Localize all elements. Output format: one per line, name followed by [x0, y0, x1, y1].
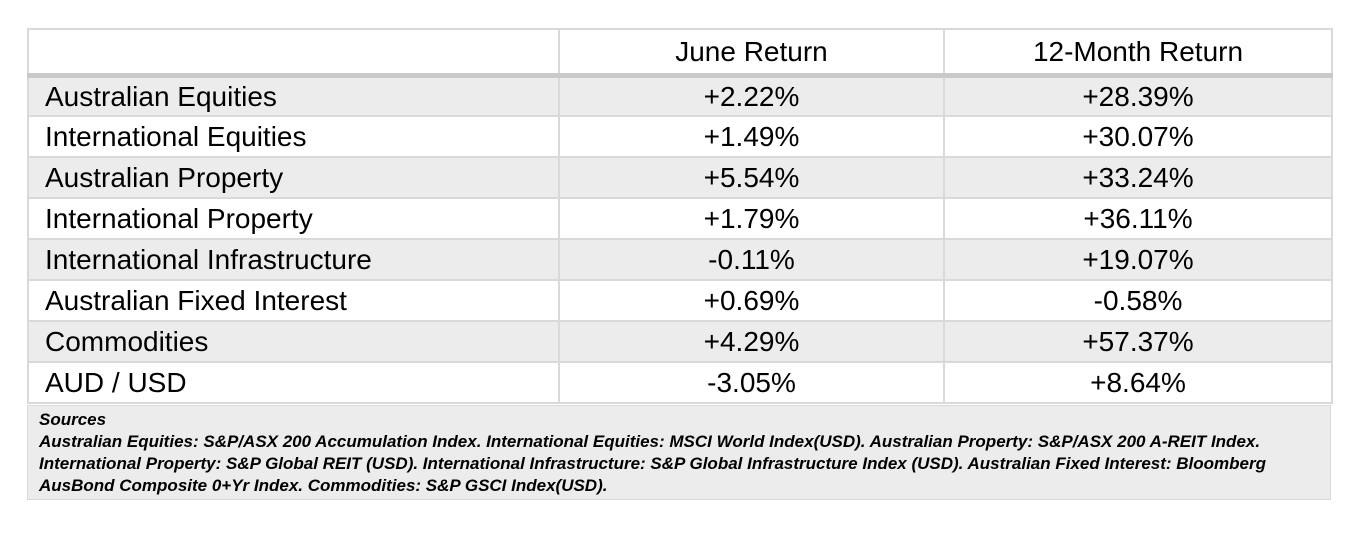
- june-return-cell: -3.05%: [558, 361, 945, 404]
- table-row: International Infrastructure -0.11% +19.07…: [27, 238, 1333, 281]
- twelve-month-return-cell: +57.37%: [943, 320, 1333, 363]
- sources-text: Australian Equities: S&P/ASX 200 Accumul…: [39, 432, 1266, 495]
- asset-class-cell: International Equities: [27, 115, 560, 158]
- twelve-month-return-cell: +28.39%: [943, 74, 1333, 117]
- asset-returns-table: June Return 12-Month Return Australian E…: [27, 28, 1333, 404]
- returns-table-container: June Return 12-Month Return Australian E…: [27, 28, 1333, 500]
- asset-class-cell: Australian Fixed Interest: [27, 279, 560, 322]
- table-row: International Property +1.79% +36.11%: [27, 197, 1333, 240]
- june-return-cell: +4.29%: [558, 320, 945, 363]
- header-row: June Return 12-Month Return: [27, 28, 1333, 78]
- sources-note: Sources Australian Equities: S&P/ASX 200…: [27, 405, 1331, 500]
- table-row: International Equities +1.49% +30.07%: [27, 115, 1333, 158]
- table-row: Australian Fixed Interest +0.69% -0.58%: [27, 279, 1333, 322]
- twelve-month-return-header: 12-Month Return: [943, 28, 1333, 78]
- june-return-cell: +1.79%: [558, 197, 945, 240]
- twelve-month-return-cell: +30.07%: [943, 115, 1333, 158]
- asset-class-cell: AUD / USD: [27, 361, 560, 404]
- june-return-cell: +2.22%: [558, 74, 945, 117]
- june-return-cell: +5.54%: [558, 156, 945, 199]
- june-return-cell: +1.49%: [558, 115, 945, 158]
- asset-class-cell: International Infrastructure: [27, 238, 560, 281]
- asset-class-cell: Australian Equities: [27, 74, 560, 117]
- table-row: Australian Property +5.54% +33.24%: [27, 156, 1333, 199]
- june-return-header: June Return: [558, 28, 945, 78]
- asset-class-header: [27, 28, 560, 78]
- asset-class-cell: Australian Property: [27, 156, 560, 199]
- table-row: Australian Equities +2.22% +28.39%: [27, 74, 1333, 117]
- twelve-month-return-cell: +19.07%: [943, 238, 1333, 281]
- asset-class-cell: International Property: [27, 197, 560, 240]
- asset-class-cell: Commodities: [27, 320, 560, 363]
- twelve-month-return-cell: +8.64%: [943, 361, 1333, 404]
- june-return-cell: -0.11%: [558, 238, 945, 281]
- table-row: Commodities +4.29% +57.37%: [27, 320, 1333, 363]
- twelve-month-return-cell: +33.24%: [943, 156, 1333, 199]
- table-body: Australian Equities +2.22% +28.39% Internat…: [27, 74, 1333, 404]
- sources-title: Sources: [39, 410, 107, 429]
- table-row: AUD / USD -3.05% +8.64%: [27, 361, 1333, 404]
- june-return-cell: +0.69%: [558, 279, 945, 322]
- twelve-month-return-cell: -0.58%: [943, 279, 1333, 322]
- twelve-month-return-cell: +36.11%: [943, 197, 1333, 240]
